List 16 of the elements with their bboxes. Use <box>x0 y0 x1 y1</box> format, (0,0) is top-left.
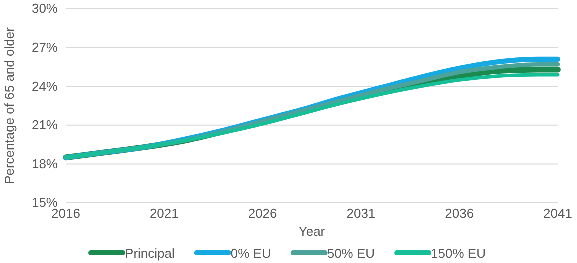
y-tick-label: 21% <box>32 118 58 133</box>
x-tick-label: 2026 <box>248 206 278 222</box>
y-tick-label: 18% <box>32 156 58 172</box>
y-tick-label: 27% <box>32 40 58 55</box>
legend-label: 50% EU <box>327 246 376 261</box>
x-tick-label: 2031 <box>346 206 376 222</box>
x-tick-label: 2036 <box>445 206 474 222</box>
x-axis-title: Year <box>298 224 326 239</box>
y-axis-title: Percentage of 65 and older <box>2 26 17 184</box>
legend-label: 150% EU <box>431 246 486 261</box>
y-tick-label: 24% <box>32 78 58 94</box>
x-tick-label: 2041 <box>544 206 572 222</box>
legend-label: 0% EU <box>230 246 272 261</box>
legend-label: Principal <box>125 246 175 261</box>
y-tick-label: 30% <box>32 1 58 16</box>
x-tick-label: 2021 <box>150 206 179 222</box>
